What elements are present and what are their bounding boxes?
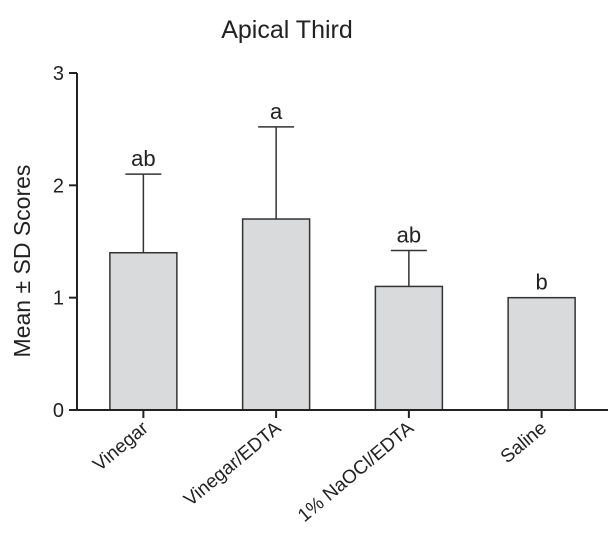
y-tick-label: 1 [53,288,64,310]
x-tick-label: 1% NaOCl/EDTA [294,418,418,527]
y-tick-label: 0 [53,400,64,422]
bars-layer [109,218,576,411]
x-tick-label: Saline [497,418,551,468]
x-tick-label: Vinegar/EDTA [180,418,285,511]
x-tick-label: Vinegar [89,417,153,475]
axes-layer [69,72,608,418]
bar [109,251,178,411]
error-bars-layer [125,126,427,287]
significance-label: ab [397,222,421,247]
bar [374,285,444,411]
chart-title: Apical Third [221,16,353,44]
significance-label: a [270,99,283,124]
y-tick-label: 2 [53,175,64,197]
y-axis-label: Mean ± SD Scores [9,165,35,358]
significance-label: b [536,270,548,295]
bar [507,296,576,411]
y-tick-label: 3 [53,63,64,85]
bar [241,218,311,411]
significance-label: ab [131,146,155,171]
